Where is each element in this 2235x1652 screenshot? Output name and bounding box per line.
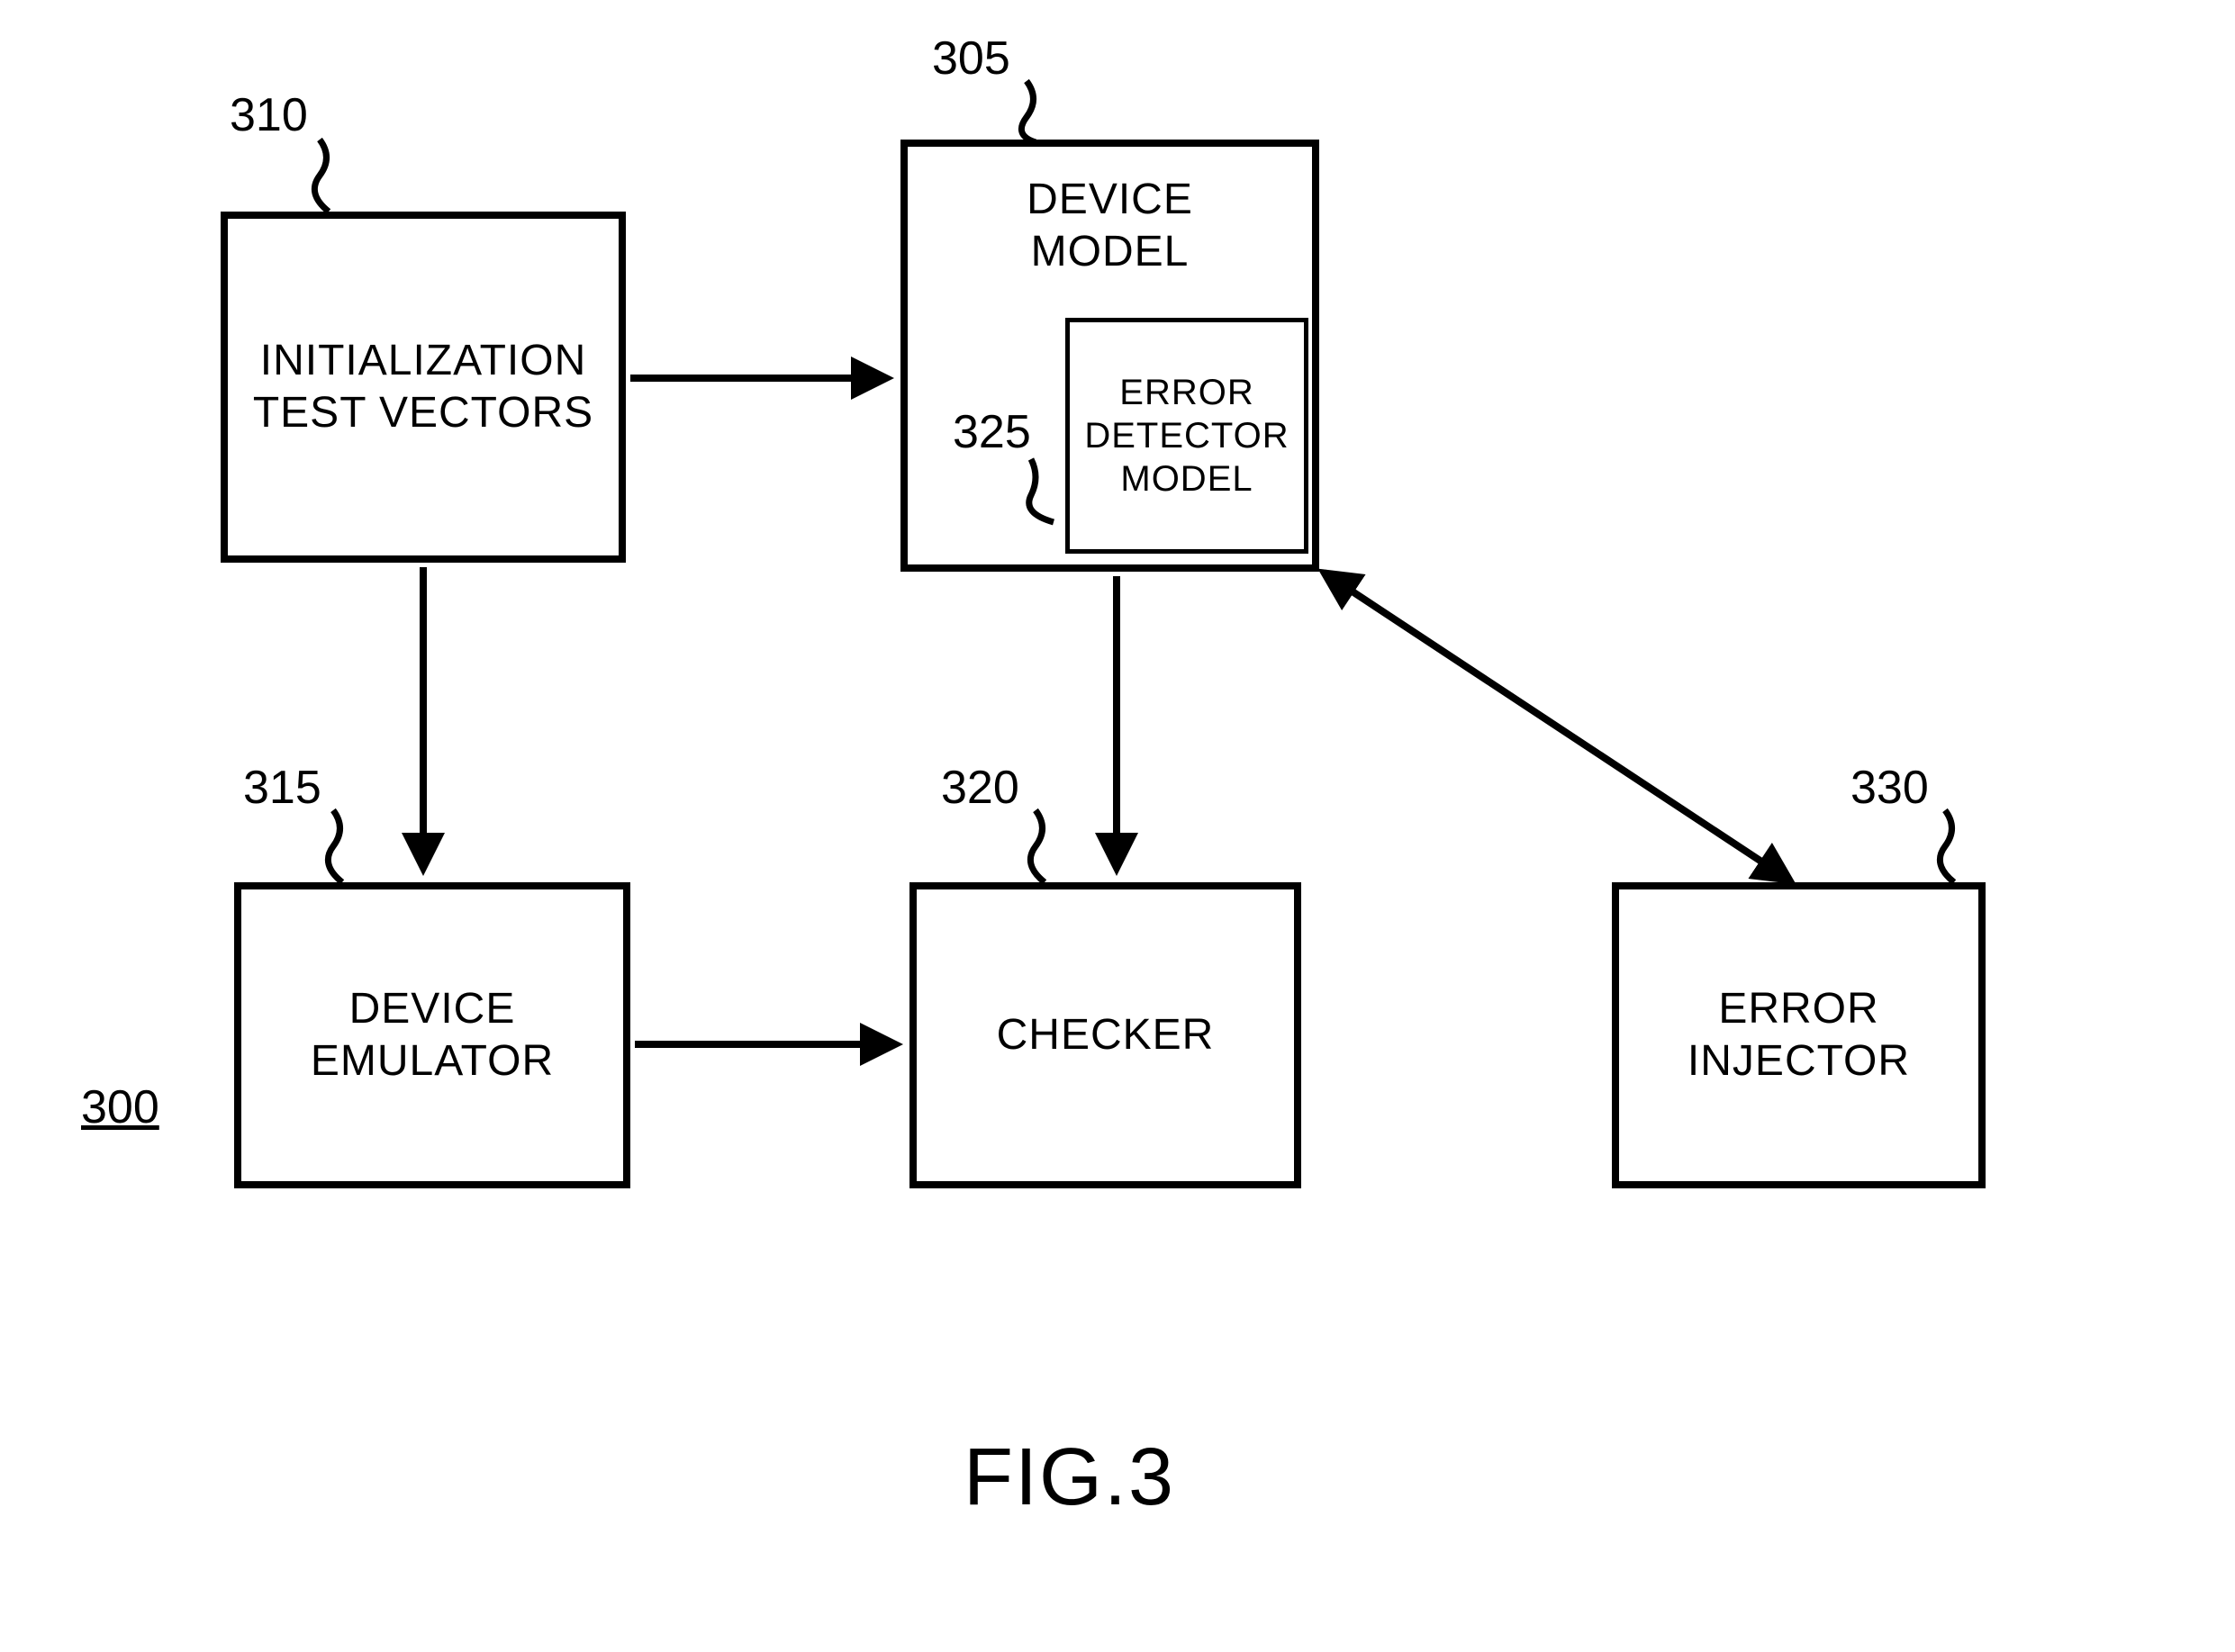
box-label: CHECKER — [997, 1009, 1215, 1061]
box-label: INITIALIZATIONTEST VECTORS — [253, 335, 593, 438]
ref-310: 310 — [230, 88, 308, 142]
box-error-injector: ERRORINJECTOR — [1612, 882, 1986, 1188]
ref-300: 300 — [81, 1080, 159, 1134]
ref-320: 320 — [941, 761, 1019, 815]
box-label: ERRORINJECTOR — [1688, 983, 1910, 1087]
box-label: DEVICEMODEL — [1027, 174, 1193, 277]
box-device-emulator: DEVICEEMULATOR — [234, 882, 630, 1188]
box-label: ERRORDETECTORMODEL — [1084, 371, 1289, 501]
ref-330: 330 — [1850, 761, 1929, 815]
squiggle-310 — [314, 140, 329, 212]
ref-305: 305 — [932, 32, 1010, 86]
box-device-model: DEVICEMODEL ERRORDETECTORMODEL — [900, 140, 1319, 572]
box-error-detector-model: ERRORDETECTORMODEL — [1065, 318, 1308, 554]
ref-325: 325 — [953, 405, 1031, 459]
box-checker: CHECKER — [909, 882, 1301, 1188]
figure-label: FIG.3 — [964, 1431, 1175, 1524]
squiggle-330 — [1940, 810, 1954, 882]
squiggle-320 — [1030, 810, 1045, 882]
ref-315: 315 — [243, 761, 321, 815]
squiggle-305 — [1021, 81, 1036, 142]
box-label: DEVICEEMULATOR — [311, 983, 554, 1087]
squiggle-315 — [328, 810, 342, 882]
edge-model-injector — [1324, 573, 1790, 880]
box-init-test-vectors: INITIALIZATIONTEST VECTORS — [221, 212, 626, 563]
block-diagram: INITIALIZATIONTEST VECTORS DEVICEMODEL E… — [0, 0, 2235, 1652]
